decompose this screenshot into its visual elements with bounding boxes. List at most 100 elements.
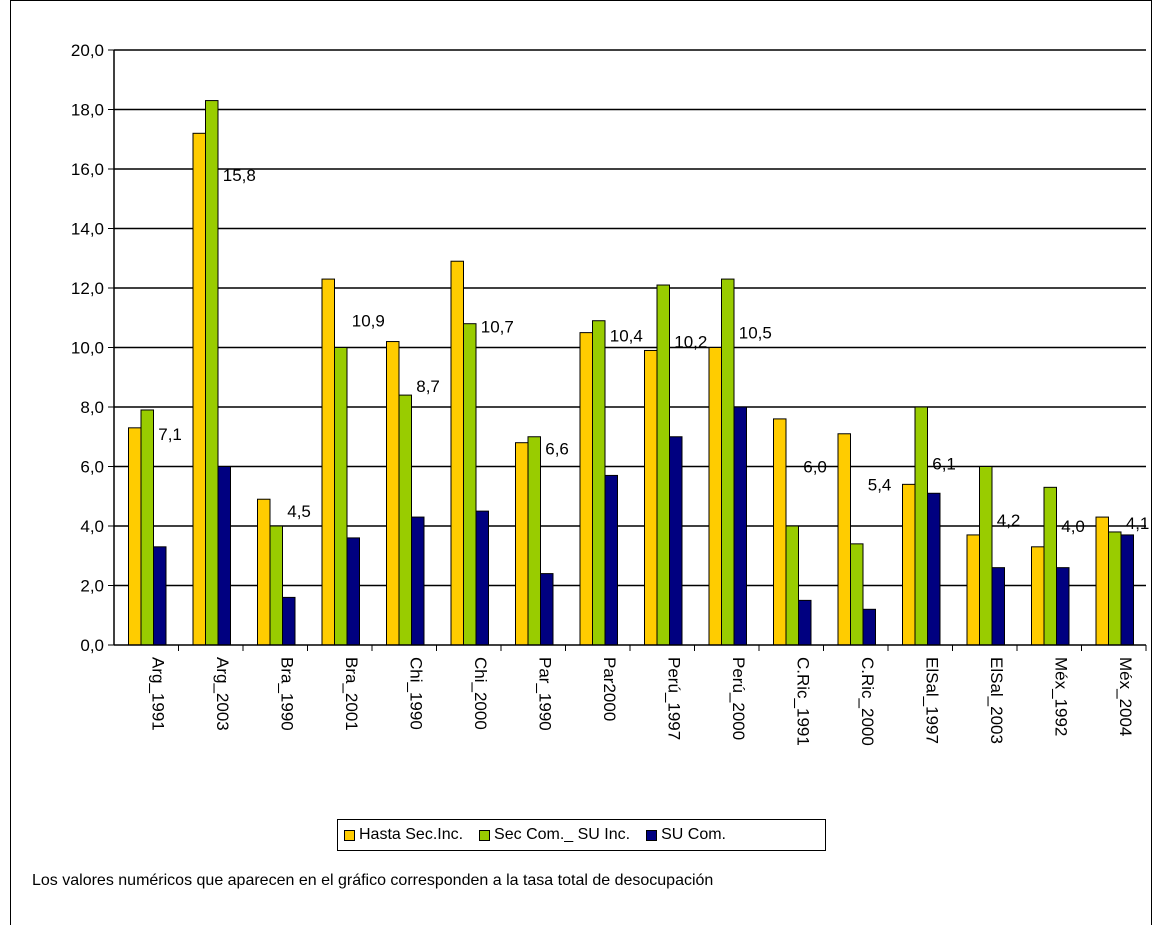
legend-item-su-com: SU Com. [646,826,726,844]
bar [153,546,167,646]
bar [1043,486,1057,646]
bar [656,284,670,646]
data-label: 10,4 [610,327,643,346]
data-label: 10,2 [674,333,707,352]
bar [128,427,142,646]
x-tick-label: Méx_1992 [1051,657,1070,736]
chart-frame [10,0,1152,925]
bar [1120,534,1134,646]
data-label: 10,5 [739,324,772,343]
bar [785,525,799,646]
bar [1031,546,1045,646]
data-label: 4,5 [287,502,311,521]
legend-label-sec-com: Sec Com._ SU Inc. [494,826,631,843]
footnote: Los valores numéricos que aparecen en el… [32,872,714,889]
bars [128,100,1134,646]
x-tick-label: Méx_2004 [1116,657,1135,736]
bar [902,483,916,646]
axes: 0,0 2,0 4,0 6,0 8,0 10,0 12,0 14,0 16,0 18,0 20,0 A… [71,41,1147,746]
x-tick-label: Par_1990 [535,657,554,731]
bar [579,332,593,646]
y-tick-label: 8,0 [80,398,104,417]
y-tick-label: 18,0 [71,101,104,120]
bar-chart: 7,1 15,8 4,5 10,9 8,7 10,7 6,6 10,4 10,2 10,5 6,0 5… [71,41,1149,746]
bar [708,347,722,646]
grid-lines [114,49,1146,587]
bar [669,436,683,646]
bar [346,537,360,646]
bar [140,409,154,646]
bar [914,406,928,646]
bar [1056,567,1070,646]
data-label: 6,1 [932,455,956,474]
bar [850,543,864,646]
x-tick-label: Par2000 [600,657,619,721]
data-label: 7,1 [158,425,182,444]
y-tick-label: 6,0 [80,458,104,477]
legend-swatch-sec-com [479,829,491,841]
x-tick-label: Arg_2003 [213,657,232,731]
data-labels: 7,1 15,8 4,5 10,9 8,7 10,7 6,6 10,4 10,2 10,5 6,0 5… [158,166,1149,536]
data-label: 6,0 [803,458,827,477]
y-tick-label: 10,0 [71,339,104,358]
bar [604,474,618,646]
bar [966,534,980,646]
bar [733,406,747,646]
legend-swatch-su-com [646,829,658,841]
y-tick-label: 0,0 [80,636,104,655]
legend-label-su-com: SU Com. [661,826,726,843]
bar [644,349,658,646]
bar [463,323,477,646]
x-tick-label: C.Ric_2000 [858,657,877,746]
data-label: 6,6 [545,440,569,459]
data-label: 4,1 [1126,514,1150,533]
bar [282,596,296,646]
bar [862,608,876,646]
bar [979,466,993,646]
bar [1108,531,1122,646]
x-tick-label: ElSal_2003 [987,657,1006,744]
x-tick-label: Arg_1991 [148,657,167,731]
bar [592,320,606,646]
data-label: 10,9 [352,312,385,331]
x-tick-label: ElSal_1997 [922,657,941,744]
x-tick-label: Bra_1990 [277,657,296,731]
bar [837,433,851,646]
bar [398,394,412,646]
data-label: 10,7 [481,318,514,337]
y-tick-label: 14,0 [71,220,104,239]
data-label: 15,8 [223,166,256,185]
legend: Hasta Sec.Inc. Sec Com._ SU Inc. SU Com. [337,819,826,851]
bar [334,347,348,646]
y-tick-label: 2,0 [80,577,104,596]
bar [475,510,489,646]
bar [205,100,219,646]
bar [527,436,541,646]
bar [515,442,529,646]
data-label: 4,0 [1061,517,1085,536]
bar [217,466,231,646]
bar [721,278,735,646]
x-tick-label: Perú_1997 [664,657,683,740]
x-tick-label: Chi_1990 [406,657,425,730]
legend-label-hasta-sec-inc: Hasta Sec.Inc. [359,826,464,843]
data-label: 8,7 [416,377,440,396]
bar [269,525,283,646]
x-tick-label: Bra_2001 [342,657,361,731]
legend-item-sec-com: Sec Com._ SU Inc. [479,826,630,844]
bar [798,599,812,646]
data-label: 4,2 [997,511,1021,530]
y-tick-label: 4,0 [80,517,104,536]
bar [411,516,425,646]
bar [991,567,1005,646]
bar [927,492,941,646]
bar [1095,516,1109,646]
bar [257,498,271,646]
x-tick-label: Chi_2000 [471,657,490,730]
y-tick-label: 16,0 [71,160,104,179]
legend-item-hasta-sec-inc: Hasta Sec.Inc. [344,826,463,844]
y-tick-label: 20,0 [71,41,104,60]
bar [773,418,787,646]
bar [540,573,554,646]
bar [321,278,335,646]
